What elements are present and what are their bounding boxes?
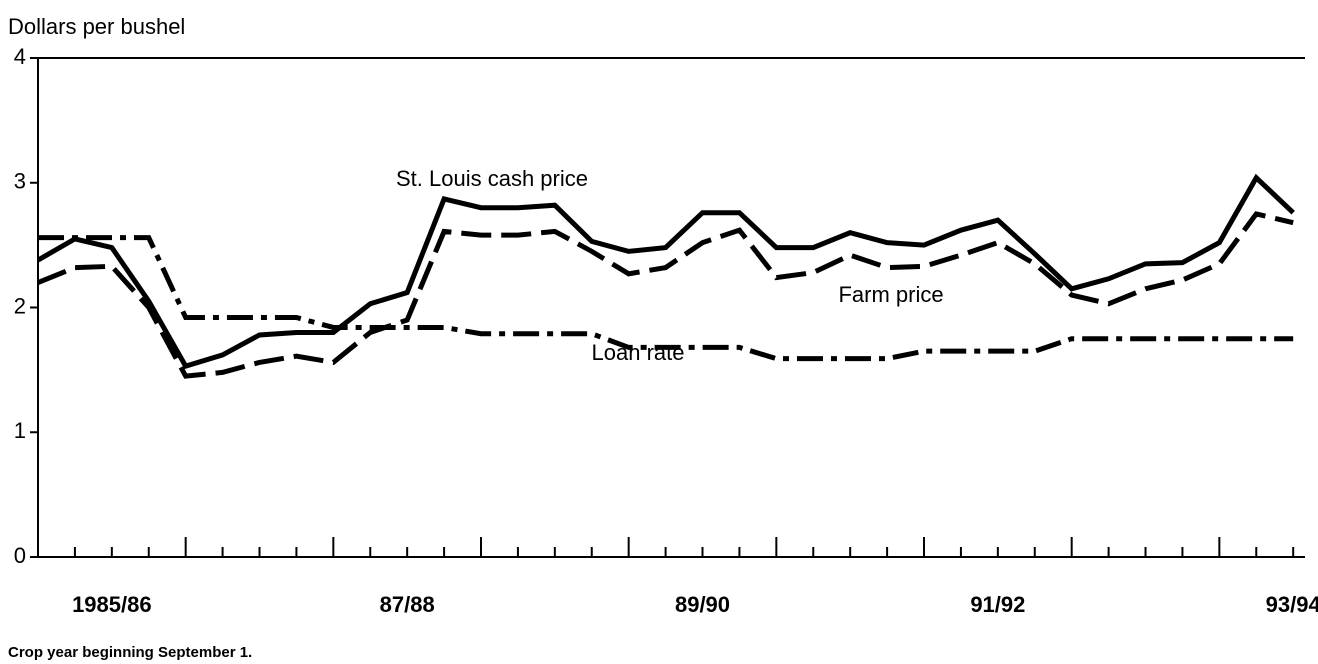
x-tick-label: 87/88 bbox=[380, 592, 435, 617]
series-line bbox=[38, 211, 1294, 379]
annotation: St. Louis cash price bbox=[396, 166, 588, 191]
x-tick-label: 89/90 bbox=[675, 592, 730, 617]
x-tick-label: 91/92 bbox=[970, 592, 1025, 617]
x-tick-label: 1985/86 bbox=[72, 592, 152, 617]
y-axis-label: Dollars per bushel bbox=[8, 14, 185, 39]
y-tick-label: 1 bbox=[14, 418, 26, 443]
annotation: Loan rate bbox=[592, 340, 685, 365]
annotation: Farm price bbox=[838, 282, 943, 307]
series-line bbox=[38, 173, 1295, 370]
footnote: Crop year beginning September 1. bbox=[8, 644, 252, 661]
y-tick-label: 2 bbox=[14, 293, 26, 318]
y-tick-label: 0 bbox=[14, 543, 26, 568]
lines bbox=[38, 173, 1295, 379]
y-tick-label: 3 bbox=[14, 169, 26, 194]
series-line bbox=[38, 235, 1294, 362]
y-tick-label: 4 bbox=[14, 44, 26, 69]
x-tick-label: 93/94 bbox=[1266, 592, 1318, 617]
